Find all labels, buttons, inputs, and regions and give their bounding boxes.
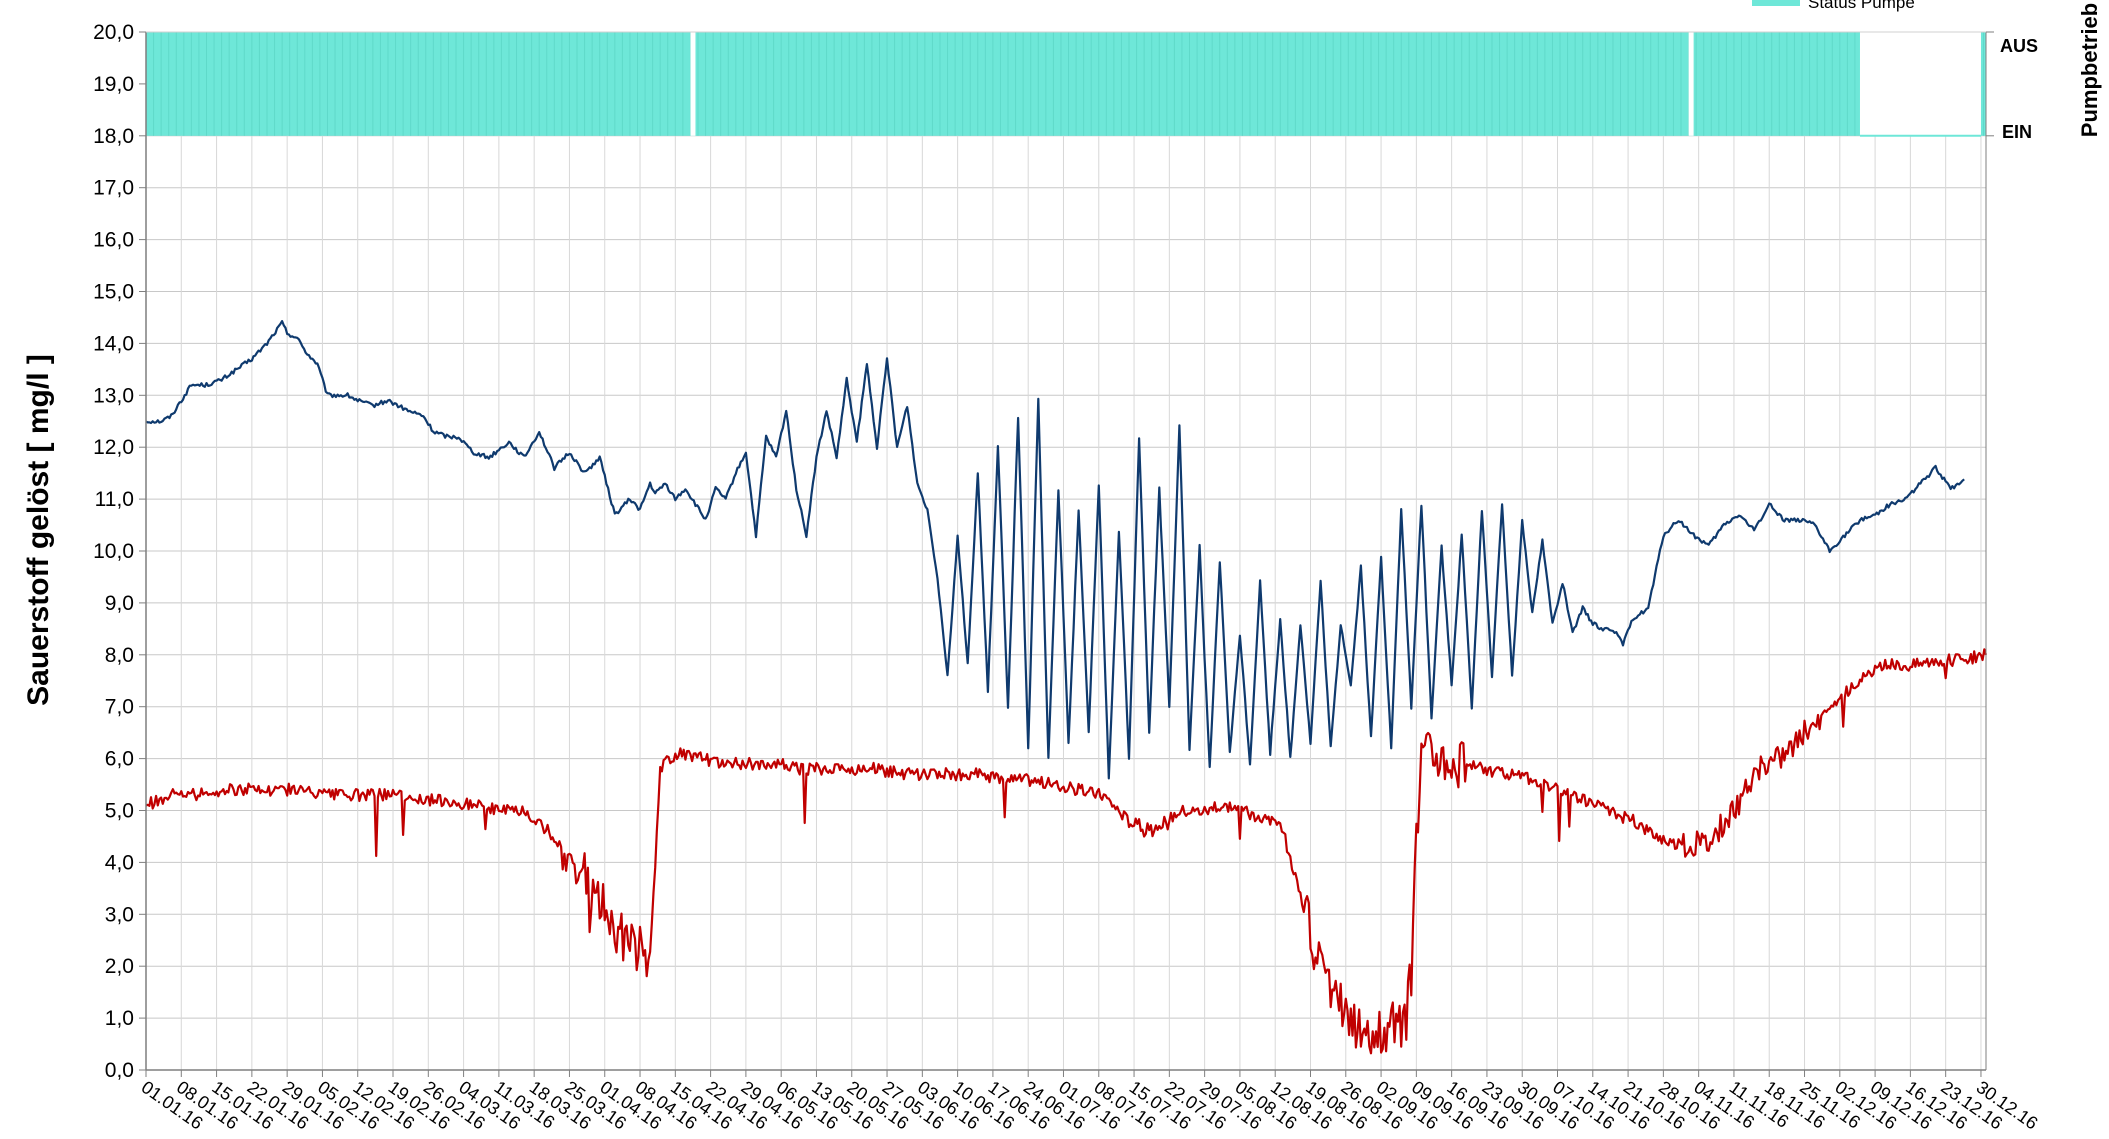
y-tick-label: 11,0	[95, 488, 134, 511]
y-tick-label: 0,0	[105, 1059, 134, 1082]
y-tick-label: 18,0	[93, 125, 134, 148]
y-tick-label: 9,0	[105, 592, 134, 615]
right-axis-title: Pumpbetrieb	[2077, 3, 2102, 137]
y-tick-label: 12,0	[93, 436, 134, 459]
pump-off-interval	[1688, 32, 1694, 136]
right-label-ein: EIN	[2002, 122, 2032, 142]
y-tick-label: 3,0	[105, 903, 134, 926]
right-label-aus: AUS	[2000, 36, 2038, 56]
y-tick-label: 5,0	[105, 800, 134, 823]
y-tick-label: 20,0	[93, 21, 134, 44]
pump-status-band	[145, 32, 1986, 137]
pump-off-interval	[1859, 32, 1981, 136]
y-tick-label: 16,0	[93, 229, 134, 252]
legend-label-status-pumpe: Status Pumpe	[1808, 0, 1915, 12]
y-tick-label: 17,0	[93, 177, 134, 200]
y-tick-label: 14,0	[93, 332, 134, 355]
y-tick-label: 8,0	[105, 644, 134, 667]
y-tick-label: 4,0	[105, 851, 134, 874]
y-tick-labels: 0,0 1,0 2,0 3,0 4,0 5,0 6,0 7,0 8,0 9,0 10,0 11,0 12…	[93, 21, 146, 1082]
y-tick-label: 2,0	[105, 955, 134, 978]
x-tick-labels: 01.01.1608.01.1615.01.1622.01.1629.01.16…	[138, 1070, 2042, 1133]
series-line-blue	[145, 320, 1965, 780]
y-tick-label: 19,0	[93, 73, 134, 96]
y-tick-label: 10,0	[93, 540, 134, 563]
y-tick-label: 7,0	[105, 696, 134, 719]
series-line-red	[145, 648, 1988, 1055]
y-tick-label: 15,0	[93, 281, 134, 304]
data-series	[145, 320, 1988, 1055]
y-tick-label: 6,0	[105, 748, 134, 771]
y-tick-label: 1,0	[105, 1007, 134, 1030]
legend: Status Pumpe	[1752, 0, 1915, 12]
gridlines	[145, 31, 1986, 1071]
pump-on-band	[146, 32, 1986, 136]
y-axis-title: Sauerstoff gelöst [ mg/l ]	[22, 354, 55, 706]
y-tick-label: 13,0	[93, 384, 134, 407]
legend-swatch-status-pumpe	[1752, 0, 1800, 6]
pump-off-interval	[690, 32, 696, 136]
